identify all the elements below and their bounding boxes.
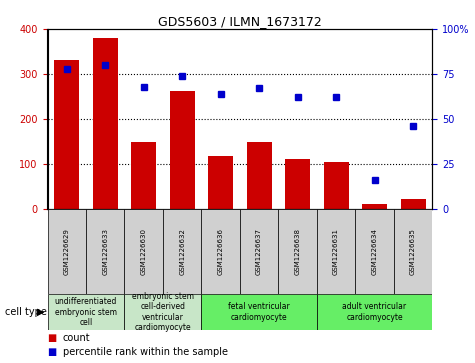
Text: adult ventricular
cardiomyocyte: adult ventricular cardiomyocyte xyxy=(342,302,407,322)
Text: GSM1226632: GSM1226632 xyxy=(179,228,185,275)
Bar xyxy=(394,209,432,294)
Text: fetal ventricular
cardiomyocyte: fetal ventricular cardiomyocyte xyxy=(228,302,290,322)
Text: GSM1226633: GSM1226633 xyxy=(102,228,108,275)
Bar xyxy=(86,209,124,294)
Bar xyxy=(323,163,349,209)
Bar xyxy=(247,142,272,209)
Bar xyxy=(170,91,195,209)
Text: cell type: cell type xyxy=(5,307,47,317)
Bar xyxy=(124,294,201,330)
Text: ▶: ▶ xyxy=(37,307,44,317)
Bar xyxy=(131,142,156,209)
Text: GSM1226638: GSM1226638 xyxy=(294,228,301,275)
Text: GSM1226629: GSM1226629 xyxy=(64,228,70,275)
Title: GDS5603 / ILMN_1673172: GDS5603 / ILMN_1673172 xyxy=(158,15,322,28)
Text: ■: ■ xyxy=(48,347,57,357)
Bar xyxy=(208,156,233,209)
Bar xyxy=(317,294,432,330)
Text: GSM1226637: GSM1226637 xyxy=(256,228,262,275)
Bar xyxy=(278,209,317,294)
Bar xyxy=(400,199,426,209)
Bar xyxy=(362,204,387,209)
Text: GSM1226630: GSM1226630 xyxy=(141,228,147,275)
Bar xyxy=(48,294,124,330)
Text: undifferentiated
embryonic stem
cell: undifferentiated embryonic stem cell xyxy=(55,297,117,327)
Bar xyxy=(240,209,278,294)
Bar xyxy=(163,209,201,294)
Text: percentile rank within the sample: percentile rank within the sample xyxy=(63,347,228,357)
Text: embryonic stem
cell-derived
ventricular
cardiomyocyte: embryonic stem cell-derived ventricular … xyxy=(132,292,194,332)
Text: GSM1226631: GSM1226631 xyxy=(333,228,339,275)
Bar xyxy=(317,209,355,294)
Text: ■: ■ xyxy=(48,334,57,343)
Text: count: count xyxy=(63,334,90,343)
Bar xyxy=(201,294,317,330)
Bar xyxy=(124,209,163,294)
Bar xyxy=(201,209,240,294)
Text: GSM1226634: GSM1226634 xyxy=(371,228,378,275)
Text: GSM1226635: GSM1226635 xyxy=(410,228,416,275)
Bar xyxy=(285,159,310,209)
Bar xyxy=(48,209,86,294)
Bar xyxy=(355,209,394,294)
Bar xyxy=(54,61,79,209)
Bar xyxy=(93,38,118,209)
Text: GSM1226636: GSM1226636 xyxy=(218,228,224,275)
